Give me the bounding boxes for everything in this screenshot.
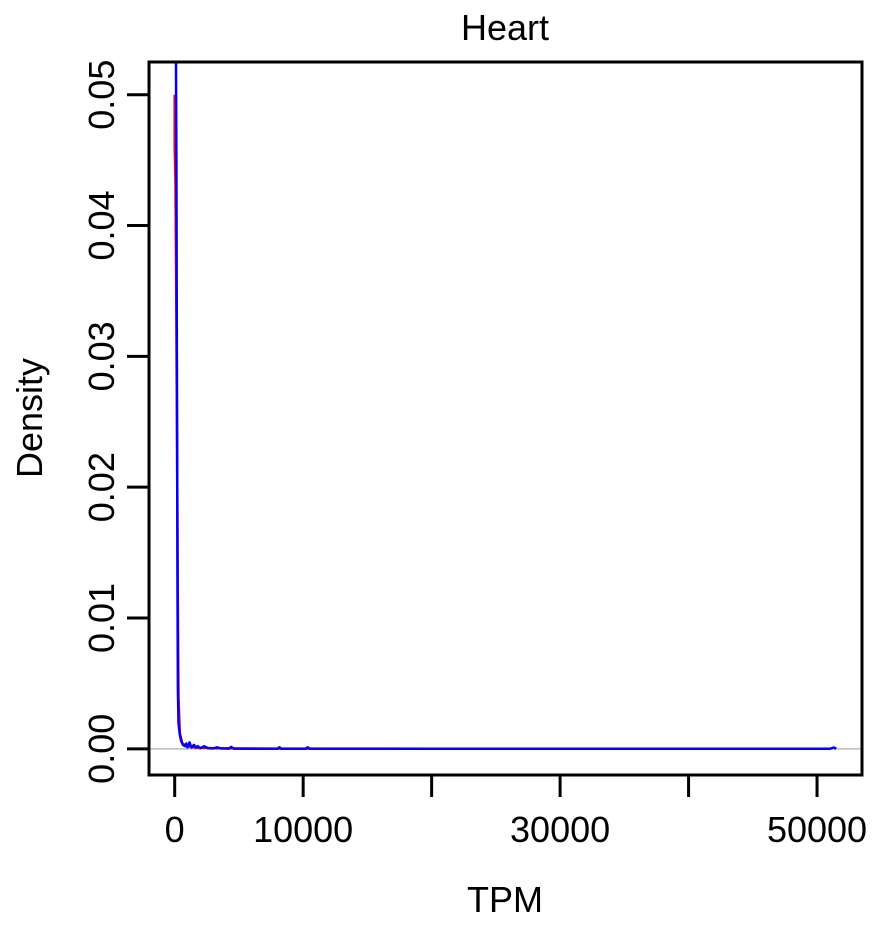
y-tick-label: 0.05 [81, 60, 122, 130]
y-tick-label: 0.03 [81, 321, 122, 391]
series-line-1 [173, 94, 830, 750]
y-tick-label: 0.01 [81, 583, 122, 653]
y-axis-label: Density [9, 358, 50, 478]
plot-frame [147, 60, 864, 777]
x-tick-label: 10000 [253, 809, 353, 850]
x-tick-label: 0 [165, 809, 185, 850]
y-axis: 0.00 0.01 0.02 0.03 0.04 0.05 [81, 60, 149, 784]
x-tick-label: 50000 [767, 809, 867, 850]
series-line-2 [174, 62, 837, 751]
y-tick-label: 0.02 [81, 452, 122, 522]
chart-title: Heart [461, 7, 549, 48]
x-axis: 0 10000 30000 50000 [165, 775, 867, 850]
x-axis-label: TPM [467, 879, 543, 920]
y-tick-label: 0.00 [81, 714, 122, 784]
series-layer [173, 62, 837, 751]
y-tick-label: 0.04 [81, 190, 122, 260]
x-tick-label: 30000 [510, 809, 610, 850]
